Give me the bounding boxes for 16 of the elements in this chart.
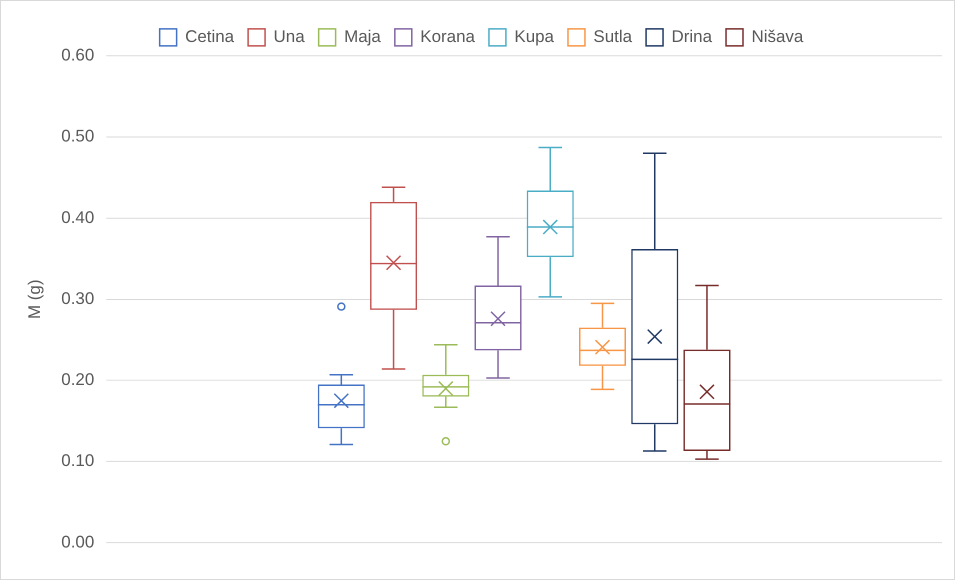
y-tick-label: 0.20 bbox=[61, 370, 94, 390]
legend-label: Kupa bbox=[514, 27, 555, 46]
y-tick-label: 0.30 bbox=[61, 288, 94, 308]
legend-label: Korana bbox=[420, 27, 476, 46]
y-axis-title: M (g) bbox=[24, 280, 44, 320]
y-tick-label: 0.00 bbox=[61, 532, 94, 552]
y-tick-label: 0.40 bbox=[61, 208, 94, 227]
legend-label: Maja bbox=[344, 27, 382, 46]
legend-label: Cetina bbox=[185, 27, 235, 46]
y-tick-label: 0.10 bbox=[61, 451, 94, 470]
y-tick-label: 0.50 bbox=[61, 126, 94, 146]
legend-label: Sutla bbox=[593, 27, 633, 46]
y-tick-label: 0.60 bbox=[61, 45, 94, 64]
legend-label: Una bbox=[274, 27, 306, 46]
legend-label: Drina bbox=[672, 27, 713, 46]
legend-label: Nišava bbox=[751, 27, 804, 46]
